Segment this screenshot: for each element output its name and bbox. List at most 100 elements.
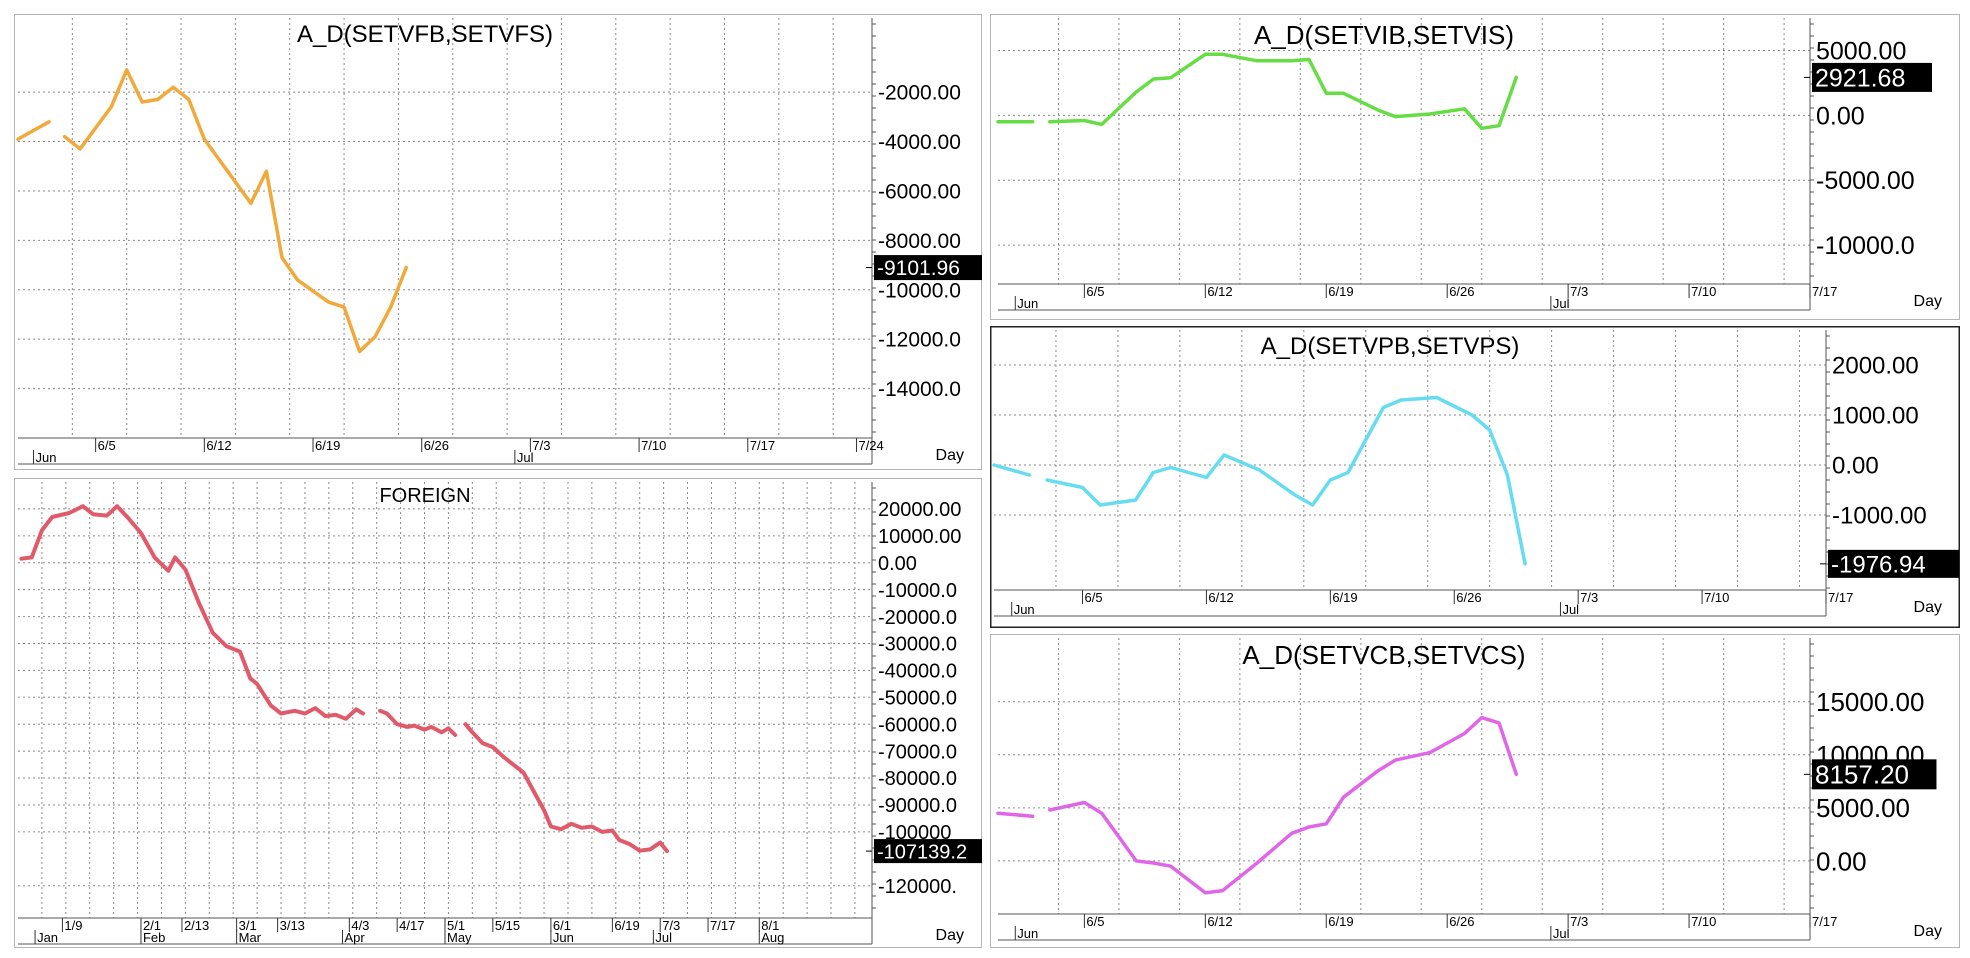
x-tick-label: 7/17: [1812, 914, 1837, 929]
x-tick-label: 7/10: [1691, 284, 1716, 299]
y-tick-label: -1000.00: [1832, 503, 1927, 530]
y-tick-label: 10000.00: [878, 526, 961, 548]
y-tick-label: -14000.0: [878, 378, 961, 401]
x-tick-label: 6/26: [1456, 590, 1481, 605]
panel-setvc-ad: A_D(SETVCB,SETVCS)15000.0010000.005000.0…: [990, 634, 1960, 948]
x-tick-label: 6/5: [1085, 590, 1103, 605]
panel-background: [990, 14, 1960, 320]
x-period-label: Jun: [553, 930, 574, 945]
x-period-label: Jun: [36, 450, 57, 465]
y-tick-label: -10000.0: [878, 580, 957, 602]
panel-background: [990, 634, 1960, 948]
chart-title: A_D(SETVPB,SETVPS): [1261, 333, 1520, 360]
last-value-label: 8157.20: [1815, 760, 1909, 790]
last-value-box: [874, 839, 982, 864]
x-period-label: Aug: [761, 930, 784, 945]
y-tick-label: 0.00: [878, 553, 917, 575]
y-tick-label: -50000.0: [878, 688, 957, 710]
panel-foreign: FOREIGN 20000.00 10000.00 0.00 -10000.0 -2000…: [14, 478, 982, 948]
y-tick-label: -10000.0: [878, 279, 961, 302]
last-value-label: 2921.68: [1815, 64, 1905, 92]
y-tick-label: 20000.00: [878, 499, 961, 521]
y-tick-label: -6000.00: [878, 181, 961, 204]
chart-title: FOREIGN: [379, 485, 470, 507]
x-period-label: Jun: [1017, 296, 1038, 311]
y-tick-label: 0.00: [1832, 453, 1879, 480]
series-line-0: [19, 504, 365, 721]
y-tick-label: -4000.00: [878, 131, 961, 154]
last-value-label: -9101.96: [877, 257, 960, 280]
series-line-0: [996, 811, 1035, 819]
chart-title: A_D(SETVCB,SETVCS): [1242, 640, 1525, 670]
y-tick-label: -100000: [878, 822, 951, 844]
x-tick-label: 6/26: [1449, 284, 1474, 299]
x-tick-label: 4/3: [351, 918, 369, 933]
y-tick-label: 15000.00: [1816, 687, 1924, 717]
y-tick-label: -70000.0: [878, 741, 957, 763]
series-line-1: [1048, 715, 1519, 895]
panel-background: [14, 14, 982, 470]
x-tick-label: 5/1: [447, 918, 465, 933]
panel-border: [14, 478, 982, 948]
x-period-label: Jan: [37, 930, 58, 945]
y-tick-label: -8000.00: [878, 230, 961, 253]
x-tick-label: 1/9: [64, 918, 82, 933]
x-period-label: Jun: [1014, 602, 1035, 617]
x-tick-label: 7/17: [710, 918, 735, 933]
series-line-0: [16, 120, 51, 141]
x-period-label: Mar: [239, 930, 262, 945]
x-tick-label: 7/24: [858, 438, 883, 453]
x-unit-label: Day: [1914, 923, 1942, 940]
x-period-label: Jun: [1017, 926, 1038, 941]
y-tick-label: -80000.0: [878, 768, 957, 790]
y-tick-label: -20000.0: [878, 607, 957, 629]
last-value-box: [1812, 62, 1932, 92]
x-unit-label: Day: [1914, 293, 1942, 310]
x-tick-label: 4/17: [399, 918, 424, 933]
x-tick-label: 7/10: [1704, 590, 1729, 605]
panel-border: [14, 14, 982, 470]
last-value-box: [1812, 759, 1937, 790]
x-tick-label: 3/13: [280, 918, 305, 933]
x-period-label: Apr: [345, 930, 366, 945]
x-tick-label: 7/10: [1691, 914, 1716, 929]
x-tick-label: 6/1: [553, 918, 571, 933]
x-tick-label: 6/19: [1328, 284, 1353, 299]
panel-border: [990, 14, 1960, 320]
y-tick-label: -2000.00: [878, 82, 961, 105]
x-tick-label: 6/19: [315, 438, 340, 453]
x-tick-label: 6/5: [1086, 284, 1104, 299]
series-line-1: [378, 708, 458, 737]
x-tick-label: 6/19: [1332, 590, 1357, 605]
chart-title: A_D(SETVIB,SETVIS): [1254, 20, 1514, 50]
x-period-label: Jul: [517, 450, 534, 465]
x-tick-label: 8/1: [761, 918, 779, 933]
x-period-label: May: [447, 930, 472, 945]
y-tick-label: 0.00: [1816, 102, 1865, 130]
y-tick-label: -12000.0: [878, 329, 961, 352]
panel-setvi-ad: A_D(SETVIB,SETVIS) 5000.00 0.00 -5000.00 -10…: [990, 14, 1960, 320]
last-value-box: [874, 255, 982, 281]
x-tick-label: 7/17: [750, 438, 775, 453]
x-tick-label: 6/19: [1328, 914, 1353, 929]
y-tick-label: 1000.00: [1832, 403, 1919, 430]
x-unit-label: Day: [936, 447, 964, 464]
x-tick-label: 6/26: [1449, 914, 1474, 929]
x-period-label: Jul: [1553, 926, 1570, 941]
y-tick-label: 5000.00: [1816, 37, 1906, 65]
x-tick-label: 6/26: [424, 438, 449, 453]
y-tick-label: -10000.0: [1816, 232, 1915, 260]
x-tick-label: 2/13: [184, 918, 209, 933]
panel-setvf-ad: A_D(SETVFB,SETVFS) -2000.00 -4000.00 -6000.…: [14, 14, 982, 470]
x-tick-label: 6/12: [1207, 914, 1232, 929]
last-value-label: -1976.94: [1831, 551, 1926, 578]
x-tick-label: 6/12: [1207, 284, 1232, 299]
x-tick-label: 6/12: [1208, 590, 1233, 605]
x-tick-label: 7/17: [1828, 590, 1853, 605]
x-tick-label: 2/1: [143, 918, 161, 933]
panel-background: [990, 326, 1960, 628]
y-tick-label: -30000.0: [878, 634, 957, 656]
chart-title: A_D(SETVFB,SETVFS): [297, 21, 553, 48]
x-tick-label: 7/3: [1570, 914, 1588, 929]
y-tick-label: -60000.0: [878, 714, 957, 736]
